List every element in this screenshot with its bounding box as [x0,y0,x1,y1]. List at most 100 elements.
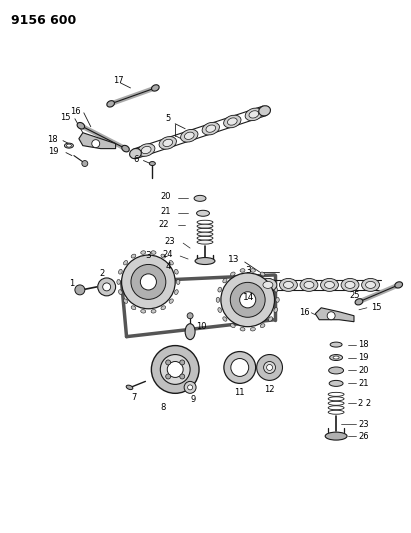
Ellipse shape [330,354,342,360]
Text: 8: 8 [161,403,166,412]
Ellipse shape [197,240,213,244]
Ellipse shape [284,281,293,288]
Text: 21: 21 [161,207,171,216]
Circle shape [327,312,335,320]
Ellipse shape [180,130,198,142]
Text: 20: 20 [161,192,171,201]
Ellipse shape [395,282,402,288]
Ellipse shape [240,269,245,272]
Circle shape [180,374,185,379]
Text: 19: 19 [48,147,59,156]
Text: 9: 9 [190,395,196,404]
Ellipse shape [202,122,219,135]
Text: 9156 600: 9156 600 [12,14,76,27]
Ellipse shape [196,211,210,216]
Text: 18: 18 [47,135,58,144]
Text: 6: 6 [133,155,139,164]
Ellipse shape [259,278,277,292]
Ellipse shape [260,272,265,276]
Ellipse shape [161,254,166,258]
Ellipse shape [117,279,120,285]
Circle shape [75,285,85,295]
Circle shape [92,140,100,148]
Text: 15: 15 [371,303,381,312]
Text: 26: 26 [358,432,369,441]
Ellipse shape [223,278,227,283]
Ellipse shape [197,224,213,228]
Text: 23: 23 [164,237,175,246]
Ellipse shape [300,278,318,292]
Text: 12: 12 [264,385,275,394]
Ellipse shape [279,278,298,292]
Ellipse shape [245,108,263,120]
Circle shape [98,278,115,296]
Ellipse shape [329,367,344,374]
Text: 23: 23 [358,419,369,429]
Circle shape [167,361,183,377]
Polygon shape [315,308,354,322]
Ellipse shape [176,279,180,285]
Ellipse shape [268,278,272,283]
Ellipse shape [118,269,122,274]
Ellipse shape [107,101,114,107]
Ellipse shape [321,278,338,292]
Ellipse shape [151,251,156,254]
Ellipse shape [65,143,74,148]
Text: 10: 10 [196,322,207,331]
Circle shape [267,365,272,370]
Text: 13: 13 [228,255,240,263]
Text: 15: 15 [60,114,71,122]
Text: 16: 16 [70,107,81,116]
Circle shape [166,360,171,365]
Ellipse shape [365,281,376,288]
Ellipse shape [67,144,72,147]
Ellipse shape [330,342,342,347]
Ellipse shape [231,324,235,328]
Text: 3: 3 [145,251,151,260]
Ellipse shape [141,147,151,154]
Ellipse shape [161,306,166,310]
Ellipse shape [250,269,255,272]
Ellipse shape [250,327,255,331]
Text: 19: 19 [358,353,369,362]
Text: 16: 16 [299,308,309,317]
Ellipse shape [123,299,128,303]
Text: 5: 5 [165,114,170,123]
Circle shape [224,352,256,383]
Circle shape [160,354,190,384]
Circle shape [256,354,282,381]
Ellipse shape [185,132,194,140]
Ellipse shape [325,281,335,288]
Circle shape [240,292,256,308]
Circle shape [122,255,175,309]
Ellipse shape [197,232,213,236]
Polygon shape [79,133,115,149]
Ellipse shape [329,381,343,386]
Ellipse shape [274,287,277,292]
Ellipse shape [122,146,129,152]
Ellipse shape [231,272,235,276]
Text: 11: 11 [235,388,245,397]
Text: 7: 7 [131,393,136,402]
Ellipse shape [131,254,136,258]
Ellipse shape [152,85,159,91]
Ellipse shape [333,356,339,359]
Circle shape [166,374,171,379]
Ellipse shape [260,324,265,328]
Circle shape [230,282,265,317]
Text: 3: 3 [245,266,251,276]
Ellipse shape [175,269,178,274]
Ellipse shape [240,327,245,331]
Text: 20: 20 [358,366,369,375]
Ellipse shape [206,125,216,132]
Ellipse shape [195,257,215,264]
Ellipse shape [149,161,155,166]
Ellipse shape [77,123,85,129]
Ellipse shape [274,308,277,312]
Circle shape [180,360,185,365]
Ellipse shape [259,106,270,116]
Circle shape [187,313,193,319]
Text: 14: 14 [243,293,255,302]
Ellipse shape [169,299,173,303]
Ellipse shape [123,261,128,265]
